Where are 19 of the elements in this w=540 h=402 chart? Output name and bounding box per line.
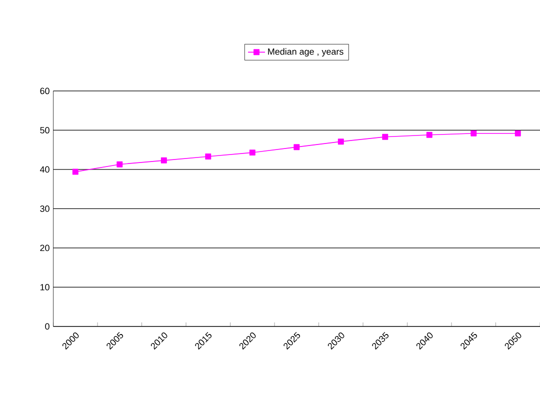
point: [514, 130, 521, 136]
y-tick-label: 40: [40, 166, 50, 173]
point: [116, 161, 123, 168]
point: [205, 154, 212, 160]
point: [294, 144, 300, 150]
y-tick-label: 0: [45, 323, 50, 330]
y-tick-label: 10: [40, 284, 50, 290]
legend-label: Median age , years: [268, 48, 344, 57]
point: [382, 134, 388, 140]
y-tick-label: 20: [40, 244, 50, 252]
y-tick-label: 50: [40, 127, 50, 134]
point: [160, 157, 167, 164]
y-tick-label: 60: [40, 88, 50, 94]
point: [426, 132, 432, 138]
point: [72, 168, 78, 175]
point: [338, 138, 344, 145]
point: [470, 130, 477, 136]
y-tick-label: 30: [40, 206, 50, 212]
point: [249, 150, 256, 156]
